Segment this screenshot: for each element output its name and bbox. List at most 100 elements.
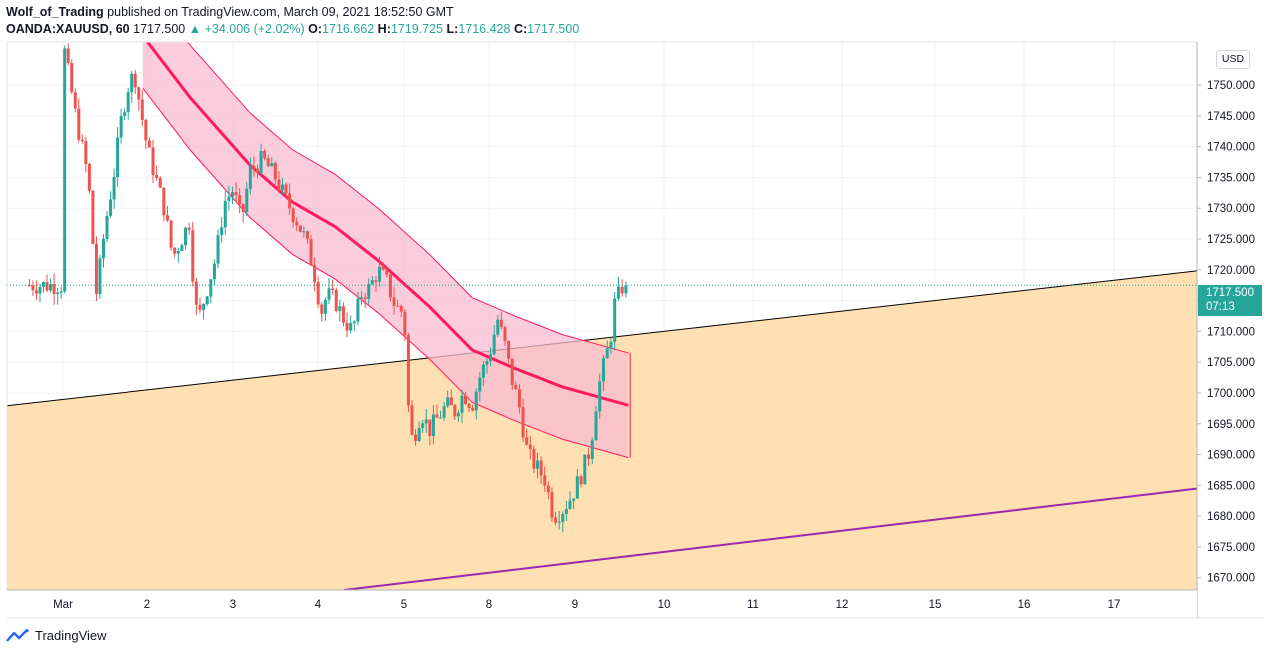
candle-body (485, 361, 489, 365)
currency-button[interactable]: USD (1216, 50, 1250, 69)
candle-body (327, 288, 331, 300)
candle-body (259, 150, 263, 173)
candle-body (98, 258, 102, 294)
open-label: O: (308, 22, 323, 36)
y-tick-label: 1720.000 (1207, 265, 1255, 277)
candle-body (284, 184, 288, 194)
price-tag-countdown: 07:13 (1206, 301, 1235, 313)
candle-body (396, 305, 400, 307)
candle-body (338, 306, 342, 311)
candle-body (202, 303, 206, 310)
x-tick-label: 16 (1018, 599, 1031, 611)
y-tick-label: 1710.000 (1207, 326, 1255, 338)
author-name[interactable]: Wolf_of_Trading (6, 5, 104, 19)
candle-body (109, 199, 113, 216)
candle-body (63, 48, 67, 292)
candle-body (453, 405, 457, 417)
candle-body (521, 407, 525, 438)
publish-info: published on TradingView.com, March 09, … (107, 5, 454, 19)
candle-body (564, 508, 568, 514)
y-tick-label: 1695.000 (1207, 419, 1255, 431)
x-tick-label: 4 (315, 599, 322, 611)
close-value: 1717.500 (527, 22, 580, 36)
x-tick-label: 8 (486, 599, 492, 611)
candle-body (137, 87, 141, 100)
candle-body (116, 137, 120, 178)
candle-body (532, 449, 536, 469)
candle-body (227, 196, 231, 201)
band-lower-line (142, 87, 629, 459)
candle-body (417, 427, 421, 441)
candle-body (252, 166, 256, 169)
high-value: 1719.725 (390, 22, 444, 36)
candle-body (406, 335, 410, 406)
candle-body (410, 405, 414, 435)
candle-body (126, 92, 130, 113)
candle-body (34, 290, 38, 294)
candle-body (158, 177, 162, 188)
candle-body (313, 265, 317, 283)
x-tick-label: 9 (572, 599, 578, 611)
y-tick-label: 1685.000 (1207, 480, 1255, 492)
candle-body (392, 297, 396, 306)
candle-body (42, 282, 46, 287)
publish-header: Wolf_of_Trading published on TradingView… (6, 4, 454, 21)
candle-body (572, 498, 576, 501)
candle-body (331, 288, 335, 290)
x-tick-label: 15 (929, 599, 942, 611)
candle-body (52, 284, 56, 295)
candle-body (220, 227, 224, 236)
candle-body (334, 289, 338, 311)
candle-body (266, 158, 270, 167)
candle-body (605, 348, 609, 359)
candle-body (374, 280, 378, 282)
candle-body (223, 200, 227, 228)
candle-body (601, 358, 605, 382)
y-tick-label: 1680.000 (1207, 511, 1255, 523)
symbol-label[interactable]: OANDA:XAUUSD, 60 (6, 22, 130, 36)
ohlc-legend: OANDA:XAUUSD, 60 1717.500 ▲ +34.006 (+2.… (6, 21, 579, 38)
candle-body (421, 423, 425, 428)
candle-body (381, 266, 385, 270)
candle-body (38, 286, 42, 294)
candlestick-series (27, 43, 628, 533)
y-tick-label: 1705.000 (1207, 357, 1255, 369)
price-channel (6, 270, 1274, 591)
candle-body (144, 119, 148, 141)
candle-body (616, 286, 620, 299)
candle-body (428, 419, 432, 436)
candle-body (277, 179, 281, 191)
low-label: L: (446, 22, 459, 36)
candle-body (151, 147, 155, 176)
x-tick-label: 11 (747, 599, 759, 611)
candle-body (388, 274, 392, 298)
candle-body (316, 282, 320, 305)
candle-body (176, 250, 180, 254)
candle-body (130, 73, 134, 93)
time-axis-bg (0, 590, 1197, 618)
candle-body (367, 284, 371, 299)
lower-trendline (343, 478, 1274, 591)
candle-body (105, 215, 109, 239)
candle-body (173, 247, 177, 254)
time-axis[interactable]: Mar 2 3 4 5 8 9 10 11 12 15 16 17 (0, 589, 1263, 619)
close-label: C: (513, 22, 528, 36)
candle-body (209, 279, 213, 297)
candle-body (363, 297, 367, 299)
candle-body (291, 208, 295, 222)
candle-body (133, 73, 137, 88)
candle-body (499, 319, 503, 328)
footer-branding[interactable]: TradingView (6, 628, 107, 643)
candle-body (94, 243, 98, 294)
candle-body (245, 188, 249, 212)
regression-band (142, 42, 631, 459)
candle-body (528, 444, 532, 450)
candle-body (263, 150, 267, 159)
candle-body (609, 341, 613, 349)
candle-body (91, 190, 95, 244)
candle-body (187, 227, 191, 231)
candle-body (471, 408, 475, 411)
x-tick-label: Mar (53, 599, 73, 611)
y-tick-label: 1700.000 (1207, 388, 1255, 400)
